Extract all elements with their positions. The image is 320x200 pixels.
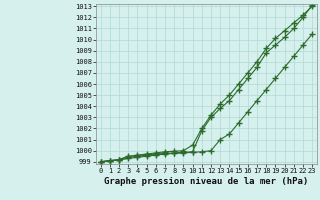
- X-axis label: Graphe pression niveau de la mer (hPa): Graphe pression niveau de la mer (hPa): [104, 177, 308, 186]
